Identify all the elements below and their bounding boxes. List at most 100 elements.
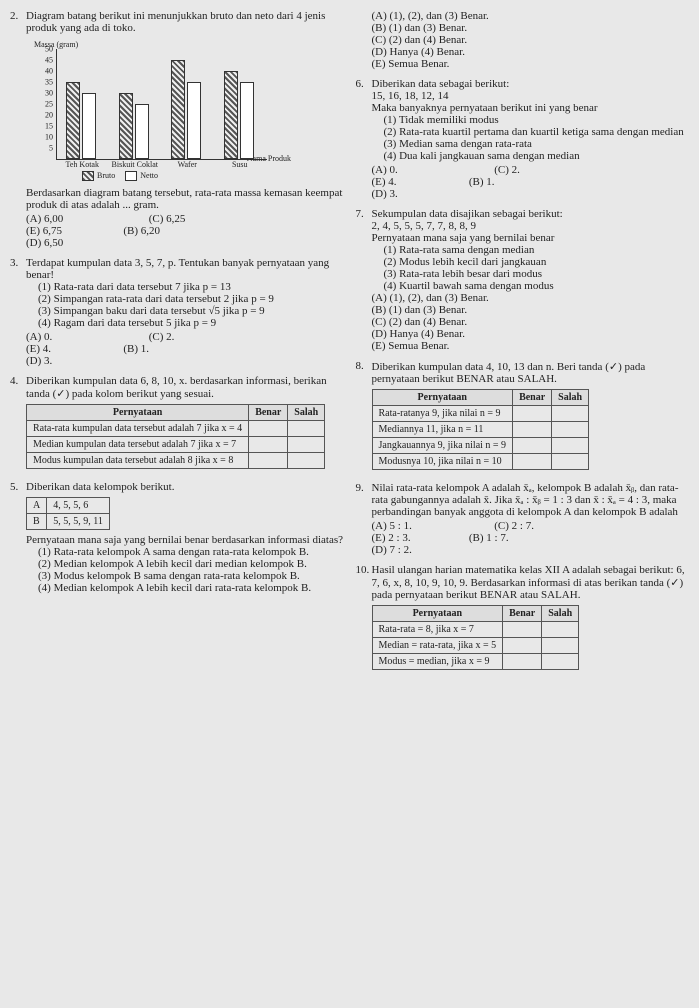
legend-bruto: Bruto <box>97 171 115 180</box>
table-row: Mediannya 11, jika n = 11 <box>372 422 589 438</box>
opt: (C) 2. <box>149 331 254 343</box>
opt: (E) 2 : 3. <box>372 532 451 544</box>
table-row: Median = rata-rata, jika x = 5 <box>372 638 579 654</box>
question-9: 9. Nilai rata-rata kelompok A adalah x̄ₐ… <box>356 482 690 556</box>
opt: (C) 6,25 <box>149 213 254 225</box>
th: Benar <box>503 606 542 622</box>
sub: (3) Modus kelompok B sama dengan rata-ra… <box>38 570 344 582</box>
opt: (D) 3. <box>26 355 131 367</box>
q3-text: Terdapat kumpulan data 3, 5, 7, p. Tentu… <box>26 257 344 281</box>
opt: (D) 3. <box>372 188 477 200</box>
sub: (4) Median kelompok A lebih kecil dari r… <box>38 582 344 594</box>
th: Pernyataan <box>372 606 503 622</box>
opt: (C) (2) dan (4) Benar. <box>372 316 690 328</box>
table-row: Jangkauannya 9, jika nilai n = 9 <box>372 438 589 454</box>
q10-text: Hasil ulangan harian matematika kelas XI… <box>372 564 690 601</box>
q4-body: Diberikan kumpulan data 6, 8, 10, x. ber… <box>26 375 344 473</box>
q10-body: Hasil ulangan harian matematika kelas XI… <box>372 564 690 674</box>
opt: (B) 1. <box>123 343 228 355</box>
table-row: A4, 5, 5, 6 <box>27 498 110 514</box>
q7-data: 2, 4, 5, 5, 5, 7, 7, 8, 8, 9 <box>372 220 690 232</box>
q6-options: (A) 0. (C) 2. (E) 4. (B) 1. (D) 3. <box>372 164 690 200</box>
q2-number: 2. <box>10 10 26 249</box>
opt: (E) Semua Benar. <box>372 58 690 70</box>
th: Pernyataan <box>27 405 249 421</box>
th: Salah <box>552 390 589 406</box>
q6-after: Maka banyaknya pernyataan berikut ini ya… <box>372 102 690 114</box>
q4-number: 4. <box>10 375 26 473</box>
sub: (3) Rata-rata lebih besar dari modus <box>384 268 690 280</box>
table-header-row: Pernyataan Benar Salah <box>372 606 579 622</box>
q8-text: Diberikan kumpulan data 4, 10, 13 dan n.… <box>372 360 690 385</box>
q6-data: 15, 16, 18, 12, 14 <box>372 90 690 102</box>
sub: (2) Modus lebih kecil dari jangkauan <box>384 256 690 268</box>
q9-options: (A) 5 : 1. (C) 2 : 7. (E) 2 : 3. (B) 1 :… <box>372 520 690 556</box>
cell <box>249 421 288 437</box>
cell <box>288 453 325 469</box>
opt: (C) 2. <box>494 164 599 176</box>
question-4: 4. Diberikan kumpulan data 6, 8, 10, x. … <box>10 375 344 473</box>
q5-after: Pernyataan mana saja yang bernilai benar… <box>26 534 344 546</box>
opt: (E) 4. <box>372 176 451 188</box>
y-axis-label: Massa (gram) <box>34 40 344 49</box>
q6-body: Diberikan data sebagai berikut: 15, 16, … <box>372 78 690 200</box>
table-row: Modus = median, jika x = 9 <box>372 654 579 670</box>
q7-number: 7. <box>356 208 372 352</box>
opt: (C) 2 : 7. <box>494 520 599 532</box>
opt: (B) 1. <box>469 176 574 188</box>
opt: (E) 4. <box>26 343 105 355</box>
q8-body: Diberikan kumpulan data 4, 10, 13 dan n.… <box>372 360 690 474</box>
q5-options-continued: (A) (1), (2), dan (3) Benar. (B) (1) dan… <box>372 10 690 70</box>
opt: (A) 0. <box>372 164 477 176</box>
q9-body: Nilai rata-rata kelompok A adalah x̄ₐ, k… <box>372 482 690 556</box>
q4-table: Pernyataan Benar Salah Rata-rata kumpula… <box>26 404 325 469</box>
cell <box>552 422 589 438</box>
question-5: 5. Diberikan data kelompok berikut. A4, … <box>10 481 344 594</box>
question-6: 6. Diberikan data sebagai berikut: 15, 1… <box>356 78 690 200</box>
q9-number: 9. <box>356 482 372 556</box>
sub: (2) Simpangan rata-rata dari data terseb… <box>38 293 344 305</box>
page: 2. Diagram batang berikut ini menunjukka… <box>10 10 689 682</box>
opt: (D) Hanya (4) Benar. <box>372 328 690 340</box>
q7-text: Sekumpulan data disajikan sebagai beriku… <box>372 208 690 220</box>
cell: Median = rata-rata, jika x = 5 <box>372 638 503 654</box>
opt: (E) 6,75 <box>26 225 105 237</box>
opt: (A) 5 : 1. <box>372 520 477 532</box>
cell <box>249 437 288 453</box>
table-row: B5, 5, 5, 9, 11 <box>27 514 110 530</box>
th: Pernyataan <box>372 390 513 406</box>
cell: B <box>27 514 47 530</box>
table-row: Median kumpulan data tersebut adalah 7 j… <box>27 437 325 453</box>
cell <box>552 454 589 470</box>
q2-body: Diagram batang berikut ini menunjukkan b… <box>26 10 344 249</box>
chart-area: Nama Produk 5101520253035404550 <box>56 49 267 160</box>
opt: (D) 6,50 <box>26 237 131 249</box>
cell: Jangkauannya 9, jika nilai n = 9 <box>372 438 513 454</box>
opt: (D) 7 : 2. <box>372 544 477 556</box>
legend-swatch-netto <box>125 171 137 181</box>
sub: (4) Dua kali jangkauan sama dengan media… <box>384 150 690 162</box>
sub: (3) Simpangan baku dari data tersebut √5… <box>38 305 344 317</box>
opt: (D) Hanya (4) Benar. <box>372 46 690 58</box>
x-labels: Teh KotakBiskuit CoklatWaferSusu <box>56 160 266 169</box>
opt: (A) 0. <box>26 331 131 343</box>
table-header-row: Pernyataan Benar Salah <box>372 390 589 406</box>
cell <box>542 654 579 670</box>
sub: (1) Rata-rata sama dengan median <box>384 244 690 256</box>
opt: (C) (2) dan (4) Benar. <box>372 34 690 46</box>
sub: (3) Median sama dengan rata-rata <box>384 138 690 150</box>
legend-netto: Netto <box>140 171 158 180</box>
cell <box>249 453 288 469</box>
question-3: 3. Terdapat kumpulan data 3, 5, 7, p. Te… <box>10 257 344 367</box>
q6-text: Diberikan data sebagai berikut: <box>372 78 690 90</box>
q6-number: 6. <box>356 78 372 200</box>
sub: (4) Kuartil bawah sama dengan modus <box>384 280 690 292</box>
opt: (B) (1) dan (3) Benar. <box>372 304 690 316</box>
opt: (B) 1 : 7. <box>469 532 574 544</box>
q3-number: 3. <box>10 257 26 367</box>
cell: A <box>27 498 47 514</box>
cell <box>513 422 552 438</box>
opt: (A) (1), (2), dan (3) Benar. <box>372 292 690 304</box>
cell: 5, 5, 5, 9, 11 <box>47 514 110 530</box>
opt: (B) 6,20 <box>123 225 228 237</box>
